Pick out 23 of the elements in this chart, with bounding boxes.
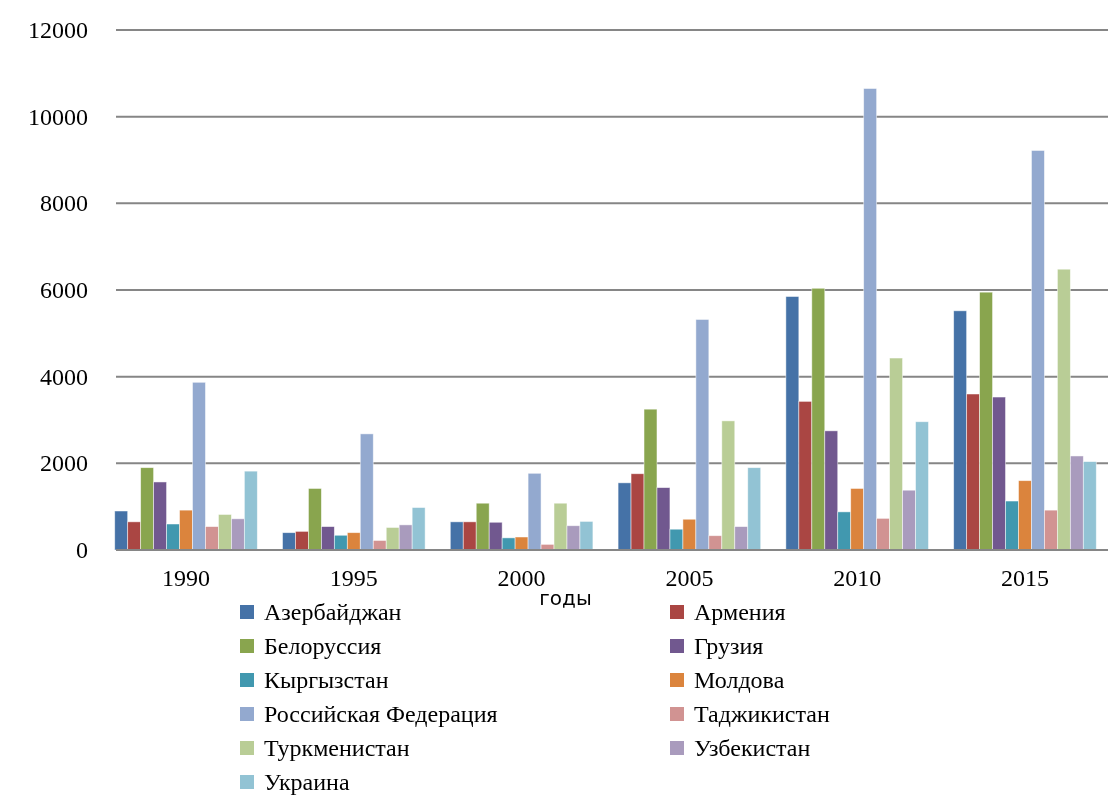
y-tick-label: 6000 — [40, 277, 88, 303]
legend-label: Грузия — [694, 633, 764, 659]
legend-label: Туркменистан — [264, 735, 410, 761]
legend-label: Азербайджан — [264, 599, 402, 625]
y-tick-label: 10000 — [28, 103, 88, 130]
legend-label: Узбекистан — [694, 735, 811, 761]
y-tick-label: 12000 — [28, 17, 88, 43]
legend-label: Украина — [264, 769, 350, 795]
x-tick-label: 1990 — [162, 565, 211, 591]
y-tick-label: 8000 — [40, 190, 88, 217]
legend-label: Белоруссия — [264, 633, 382, 659]
x-tick-label: 2010 — [833, 565, 882, 591]
legend-label: Таджикистан — [694, 701, 830, 727]
x-tick-label: 1995 — [329, 565, 378, 591]
legend-label: Российская Федерация — [264, 701, 498, 727]
y-tick-label: 0 — [76, 537, 88, 563]
y-tick-label: 2000 — [40, 450, 88, 477]
legend-label: Армения — [694, 599, 786, 625]
y-tick-label: 4000 — [40, 363, 88, 390]
legend-label: Молдова — [694, 667, 785, 693]
legend-label: Кыргызстан — [264, 667, 389, 693]
x-tick-label: 2005 — [665, 565, 714, 591]
x-tick-label: 2015 — [1000, 565, 1049, 591]
